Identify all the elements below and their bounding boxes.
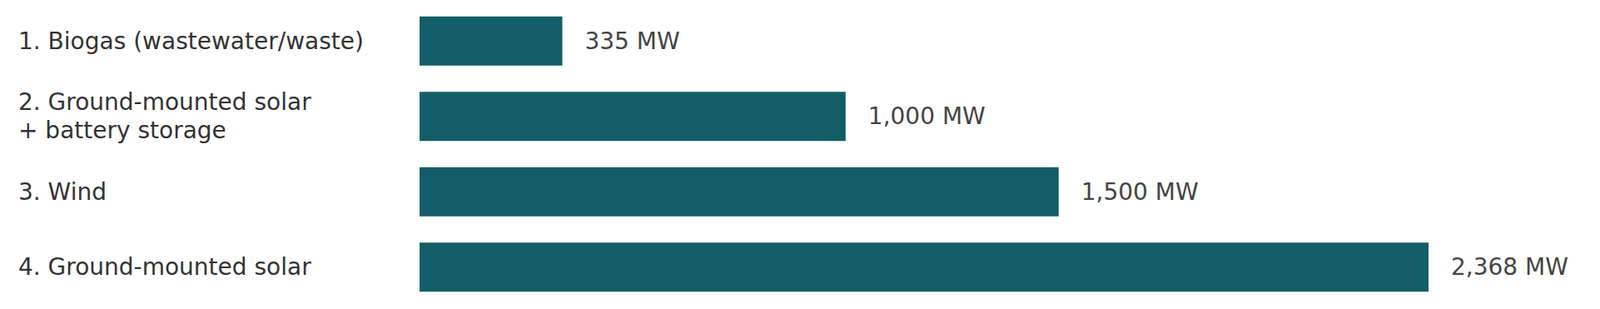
svg-text:2. Ground-mounted solar: 2. Ground-mounted solar (18, 88, 312, 116)
svg-text:1. Biogas (wastewater/waste): 1. Biogas (wastewater/waste) (18, 27, 364, 55)
svg-text:4. Ground-mounted solar: 4. Ground-mounted solar (18, 253, 312, 281)
svg-text:3. Wind: 3. Wind (18, 178, 107, 206)
svg-text:+ battery storage: + battery storage (18, 116, 227, 145)
svg-text:1,000 MW: 1,000 MW (868, 102, 986, 130)
svg-text:2,368 MW: 2,368 MW (1450, 253, 1569, 281)
svg-text:335 MW: 335 MW (584, 27, 680, 55)
svg-text:1,500 MW: 1,500 MW (1081, 178, 1199, 206)
